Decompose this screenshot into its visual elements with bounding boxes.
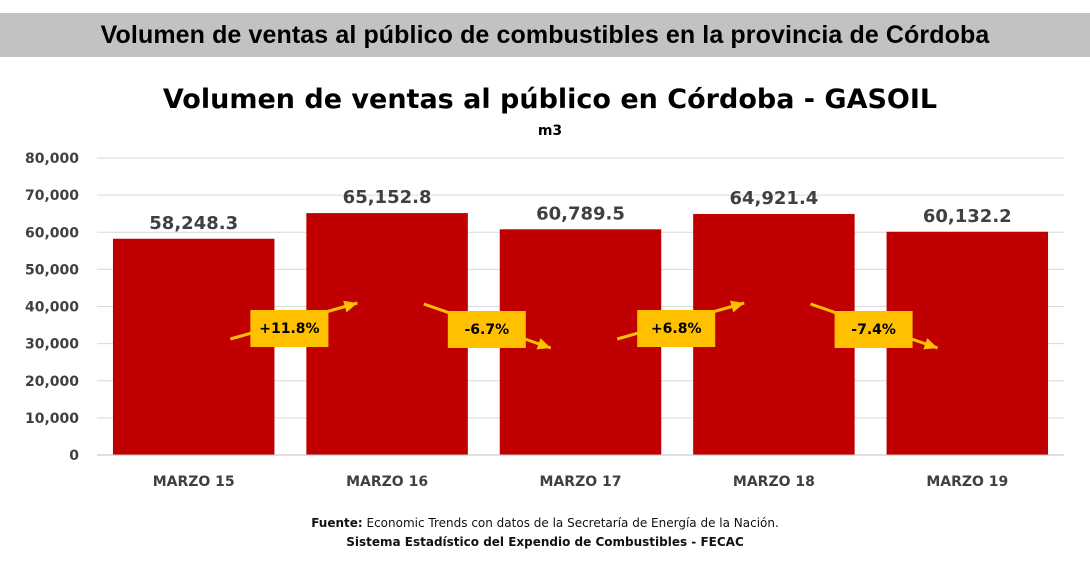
y-tick-label: 40,000: [25, 300, 79, 316]
chart-title: Volumen de ventas al público en Córdoba …: [163, 84, 937, 115]
change-label: -7.4%: [851, 322, 896, 338]
source-text: Economic Trends con datos de la Secretar…: [362, 516, 779, 530]
banner-title: Volumen de ventas al público de combusti…: [100, 20, 990, 49]
source-note: Fuente: Economic Trends con datos de la …: [0, 516, 1090, 530]
data-label: 60,132.2: [923, 206, 1012, 227]
y-tick-label: 60,000: [25, 225, 79, 241]
x-tick-label: MARZO 19: [926, 474, 1008, 490]
change-label: +11.8%: [259, 321, 319, 337]
data-label: 64,921.4: [729, 188, 818, 209]
y-tick-label: 30,000: [25, 337, 79, 353]
header-banner: Volumen de ventas al público de combusti…: [0, 13, 1090, 57]
source-prefix: Fuente:: [311, 516, 363, 530]
x-tick-label: MARZO 17: [540, 474, 622, 490]
bar: [306, 213, 468, 455]
x-tick-label: MARZO 15: [153, 474, 235, 490]
data-label: 65,152.8: [343, 187, 432, 208]
y-tick-label: 20,000: [25, 374, 79, 390]
x-tick-label: MARZO 16: [346, 474, 428, 490]
change-badge: [637, 310, 716, 347]
source-system: Sistema Estadístico del Expendio de Comb…: [346, 535, 744, 549]
change-label: +6.8%: [651, 321, 702, 337]
trend-arrow-head: [730, 300, 745, 313]
bar: [112, 238, 275, 455]
change-badge: [834, 311, 913, 348]
change-badge: [250, 310, 329, 347]
bar: [693, 213, 855, 455]
y-tick-label: 80,000: [25, 151, 79, 167]
change-badge: [447, 311, 526, 348]
x-tick-label: MARZO 18: [733, 474, 815, 490]
bar: [499, 229, 662, 455]
trend-arrow-head: [923, 338, 938, 350]
bar: [886, 231, 1049, 455]
change-label: -6.7%: [464, 322, 509, 338]
y-tick-label: 70,000: [25, 188, 79, 204]
y-tick-label: 10,000: [25, 411, 79, 427]
data-label: 58,248.3: [149, 213, 238, 234]
trend-arrow-head: [536, 338, 551, 350]
bar-chart: Volumen de ventas al público en Córdoba …: [25, 84, 1064, 490]
trend-arrow-head: [343, 300, 358, 313]
y-tick-label: 50,000: [25, 262, 79, 278]
chart-subtitle: m3: [538, 123, 562, 139]
y-tick-label: 0: [69, 448, 79, 464]
data-label: 60,789.5: [536, 203, 625, 224]
